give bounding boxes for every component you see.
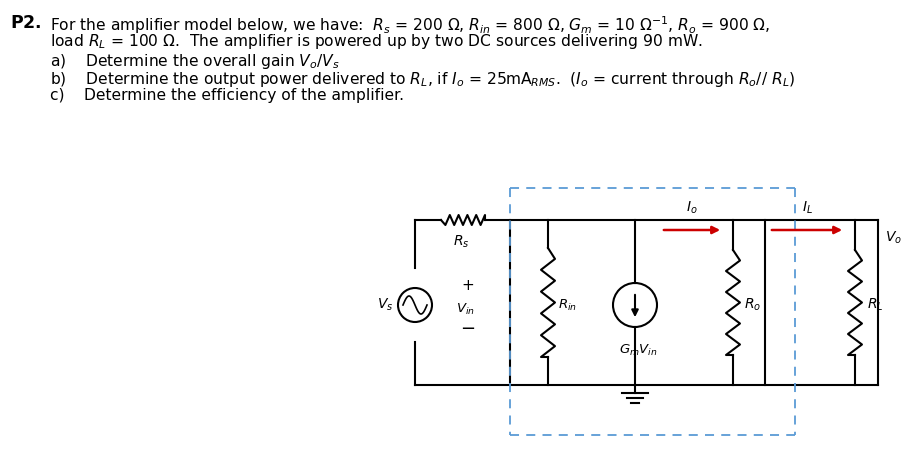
- Text: $R_{in}$: $R_{in}$: [558, 298, 576, 313]
- Text: $V_s$: $V_s$: [376, 297, 392, 313]
- Text: $G_m V_{in}$: $G_m V_{in}$: [618, 343, 656, 358]
- Text: $V_{in}$: $V_{in}$: [456, 302, 474, 317]
- Text: $R_s$: $R_s$: [452, 234, 469, 250]
- Text: −: −: [460, 320, 474, 338]
- Text: b)    Determine the output power delivered to $R_L$, if $I_o$ = 25mA$_{RMS}$.  (: b) Determine the output power delivered …: [50, 70, 794, 89]
- Text: a)    Determine the overall gain $V_o/V_s$: a) Determine the overall gain $V_o/V_s$: [50, 52, 339, 71]
- Text: $R_o$: $R_o$: [743, 297, 760, 313]
- Text: For the amplifier model below, we have:  $R_s$ = 200 $\Omega$, $R_{in}$ = 800 $\: For the amplifier model below, we have: …: [50, 14, 769, 35]
- Text: $I_L$: $I_L$: [800, 200, 811, 216]
- Text: $V_o$: $V_o$: [884, 230, 901, 246]
- Text: load $R_L$ = 100 $\Omega$.  The amplifier is powered up by two DC sources delive: load $R_L$ = 100 $\Omega$. The amplifier…: [50, 32, 702, 51]
- Text: $I_o$: $I_o$: [686, 200, 697, 216]
- Text: c)    Determine the efficiency of the amplifier.: c) Determine the efficiency of the ampli…: [50, 88, 403, 103]
- Text: $R_L$: $R_L$: [866, 297, 882, 313]
- Text: $\mathbf{P2.}$: $\mathbf{P2.}$: [10, 14, 41, 32]
- Text: +: +: [460, 278, 473, 293]
